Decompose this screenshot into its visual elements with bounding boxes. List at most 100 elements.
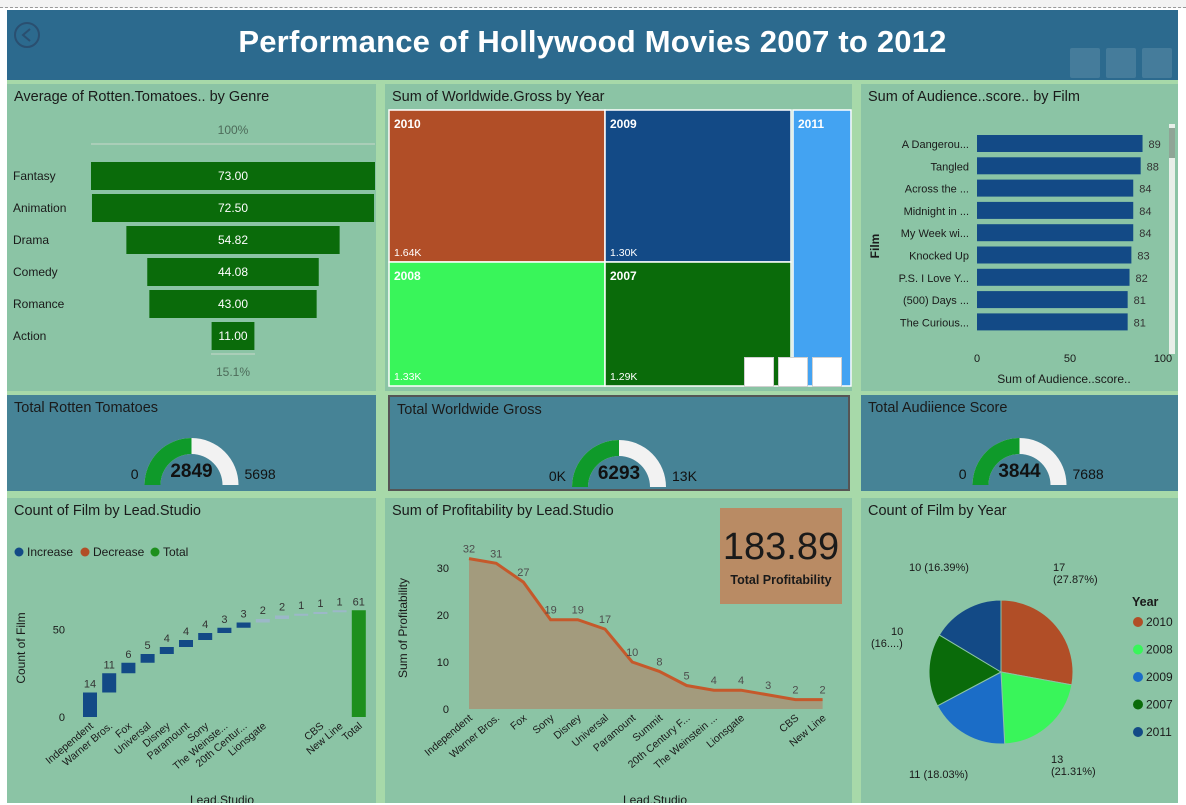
audience-bar-chart[interactable]: Film A Dangerou... 89 Tangled 88 Across the .… [861,84,1178,391]
funnel-category: Comedy [13,265,58,279]
report-header: Performance of Hollywood Movies 2007 to … [7,10,1178,80]
gauge-value: 2849 [170,461,212,482]
more-options-icon[interactable] [1142,48,1172,78]
waterfall-bar [236,622,251,628]
profit-value-label: 3 [765,680,771,692]
scrollbar-thumb[interactable] [1169,128,1175,158]
audience-bar [977,313,1128,331]
profit-ytick: 10 [437,657,449,669]
gauge-panel-rotten[interactable]: Total Rotten Tomatoes 2849 0 5698 [7,395,376,491]
treemap-tile [792,109,852,387]
audience-ylabel: Film [868,234,882,259]
profit-value-label: 17 [599,614,611,626]
gauge-panel-gross[interactable]: Total Worldwide Gross 6293 0K 13K [388,395,850,491]
pie-legend-label: 2011 [1146,725,1172,739]
funnel-bar [149,290,317,318]
pie-title: Count of Film by Year [868,503,1007,519]
visual-header-icons [744,357,842,387]
waterfall-xlabel: Lead.Studio [190,793,254,803]
funnel-category: Romance [13,297,65,311]
pie-legend-label: 2010 [1146,615,1173,629]
funnel-category: Drama [13,233,49,247]
gauge-chart[interactable]: 3844 0 7688 [861,395,1178,491]
focus-mode-icon[interactable] [1106,48,1136,78]
audience-bar [977,201,1134,219]
audience-tick: 100 [1154,353,1172,365]
waterfall-title: Count of Film by Lead.Studio [14,503,201,519]
pie-legend-dot [1133,672,1143,682]
gauge-panel-audience[interactable]: Total Audiience Score 3844 0 7688 [861,395,1178,491]
waterfall-ylabel: Count of Film [14,612,28,683]
audience-film-label: Across the ... [905,184,969,196]
treemap-tile [388,261,606,387]
waterfall-studio-label: Total [340,720,365,743]
pie-legend-dot [1133,699,1143,710]
pie-chart[interactable]: 17(27.87%) 13(21.31%) 11 (18.03%) 10(16....… [861,498,1178,803]
profit-area-chart[interactable]: Sum of Profitability010203032Independent… [385,498,852,803]
pie-slice [936,671,1006,745]
audience-panel[interactable]: Sum of Audience..score.. by Film Film A D… [861,84,1178,391]
waterfall-bar [140,654,155,663]
funnel-bar [126,226,340,254]
audience-film-label: Tangled [930,161,969,173]
pie-legend-dot [1133,727,1143,737]
treemap-panel[interactable]: Sum of Worldwide.Gross by Year 2010 1.64K… [385,84,852,391]
funnel-value: 44.08 [218,265,248,279]
profit-xlabel: Lead.Studio [623,793,687,803]
legend-increase-dot [14,547,24,557]
filter-icon[interactable] [744,357,774,387]
gauge-fill [572,440,619,487]
gauge-title: Total Audiience Score [868,400,1008,416]
waterfall-value-label: 61 [353,596,365,608]
legend-label: Increase [27,545,73,559]
more-options-icon[interactable] [812,357,842,387]
waterfall-bar [102,673,117,693]
profit-value-label: 19 [544,605,556,617]
profit-ytick: 0 [443,704,449,716]
audience-score-label: 82 [1136,273,1148,285]
profit-area [469,558,823,709]
pie-legend-label: 2009 [1146,670,1173,684]
pie-label: 10 (16.39%) [909,562,969,574]
legend-total-dot [150,547,160,557]
treemap-year-label: 2007 [610,269,637,283]
profit-value-label: 4 [738,675,744,687]
focus-mode-icon[interactable] [778,357,808,387]
kpi-card[interactable]: 183.89 Total Profitability [720,508,842,604]
filter-icon[interactable] [1070,48,1100,78]
back-arrow-icon[interactable] [12,20,42,50]
scrollbar-track [1169,124,1175,354]
report-canvas: Performance of Hollywood Movies 2007 to … [7,10,1178,803]
waterfall-value-label: 3 [221,614,227,626]
gauge-min: 0 [959,466,967,482]
audience-score-label: 83 [1137,251,1149,263]
waterfall-value-label: 6 [125,649,131,661]
gauge-title: Total Rotten Tomatoes [14,400,159,416]
gauge-chart[interactable]: 2849 0 5698 [7,395,376,491]
waterfall-bar [179,640,193,647]
funnel-value: 54.82 [218,233,248,247]
waterfall-bar [217,627,232,633]
funnel-category: Fantasy [13,169,56,183]
waterfall-bar [275,615,289,619]
kpi-label: Total Profitability [730,573,832,587]
gauge-max: 7688 [1073,466,1104,482]
profit-panel[interactable]: Sum of Profitability by Lead.Studio Sum … [385,498,852,803]
funnel-panel[interactable]: Average of Rotten.Tomatoes.. by Genre 10… [7,84,376,391]
legend-decrease-dot [80,547,90,557]
report-title: Performance of Hollywood Movies 2007 to … [238,24,947,59]
funnel-bar [91,162,375,190]
audience-film-label: Midnight in ... [904,206,969,218]
waterfall-bar [294,613,309,616]
audience-film-label: My Week wi... [901,228,969,240]
audience-score-label: 81 [1134,295,1146,307]
gauge-chart[interactable]: 6293 0K 13K [390,397,848,489]
funnel-chart[interactable]: 100% 73.00 Fantasy 72.50 Animation 54.82 Drama… [7,84,376,391]
waterfall-panel[interactable]: Count of Film by Lead.Studio Increase Dec… [7,498,376,803]
funnel-top-label: 100% [218,123,249,137]
treemap-chart[interactable]: 2010 1.64K 2009 1.30K 2011 2008 1.33K 2007 1.29K [385,84,852,391]
pie-panel[interactable]: Count of Film by Year 17 (27.87%) 13 (21.31… [861,498,1178,803]
audience-score-label: 81 [1134,317,1146,329]
treemap-tile [388,109,606,263]
